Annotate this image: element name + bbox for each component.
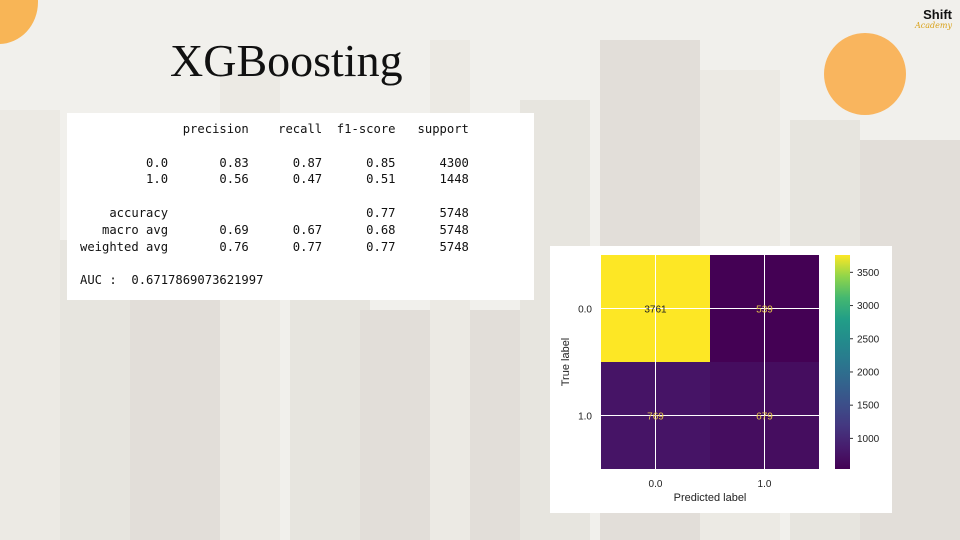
y-axis-label: True label [560,338,572,387]
logo-text: Shift [923,7,952,22]
report-line: 0.0 0.83 0.87 0.85 4300 [146,155,469,170]
confusion-matrix-svg: 3761 539 769 679 0.0 1.0 0.0 1.0 Predicted label… [560,255,880,504]
page-title: XGBoosting [170,35,403,86]
cell-value-label: 769 [647,412,664,423]
x-tick-label: 1.0 [758,479,772,490]
classification-report: precision recall f1-score support 0.0 0.… [67,113,534,300]
colorbar-tick-label: 2000 [857,367,880,378]
cell-value-label: 539 [756,305,773,316]
x-tick-label: 0.0 [649,479,663,490]
shift-academy-logo: Shift Academy [915,8,952,30]
colorbar-tick-label: 2500 [857,334,880,345]
y-tick-label: 0.0 [578,305,592,316]
colorbar-tick-label: 1500 [857,401,880,412]
report-line: accuracy 0.77 5748 [109,205,469,220]
colorbar [835,255,850,469]
report-line: weighted avg 0.76 0.77 0.77 5748 [80,239,469,254]
y-tick-label: 1.0 [578,412,592,423]
report-line: precision recall f1-score support [182,122,469,136]
confusion-matrix-chart: 3761 539 769 679 0.0 1.0 0.0 1.0 Predicted label… [550,246,892,513]
colorbar-tick-label: 3500 [857,268,880,279]
report-line: macro avg 0.69 0.67 0.68 5748 [102,222,469,237]
accent-circle [824,33,906,115]
x-axis-label: Predicted label [674,492,747,504]
logo-script: Academy [915,21,952,30]
report-text: precision recall f1-score support 0.0 0.… [80,121,469,289]
report-line: 1.0 0.56 0.47 0.51 1448 [146,172,469,187]
colorbar-tick-label: 1000 [857,434,880,445]
colorbar-tick-label: 3000 [857,301,880,312]
report-line: AUC : 0.6717869073621997 [80,273,264,288]
cell-value-label: 3761 [644,305,667,316]
cell-value-label: 679 [756,412,773,423]
